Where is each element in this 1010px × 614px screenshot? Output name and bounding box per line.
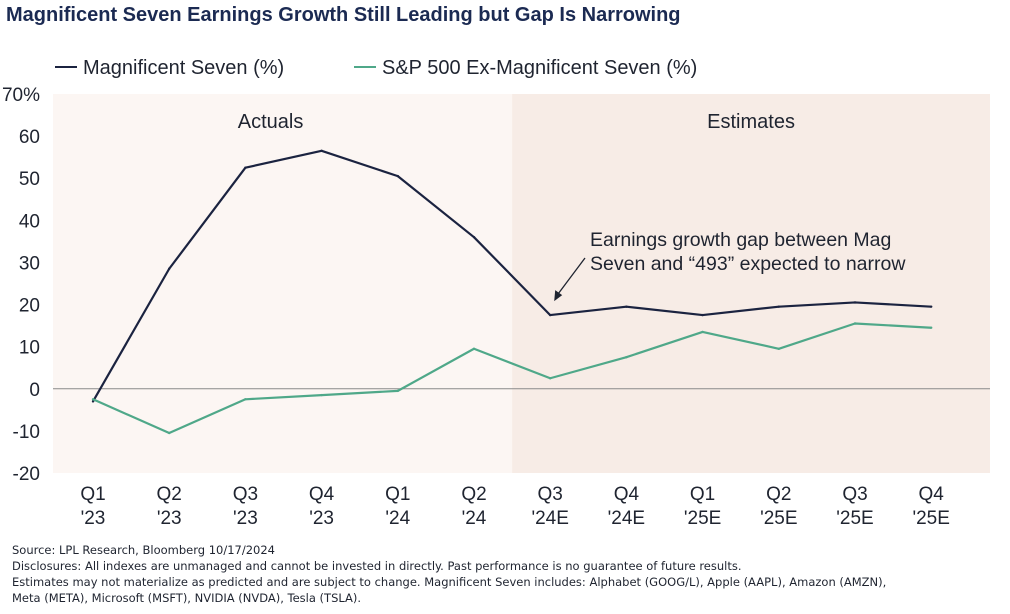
data-point-ex-mag7-4 bbox=[396, 389, 399, 393]
x-tick-label: Q1'24 bbox=[385, 484, 410, 529]
y-tick-label: 60 bbox=[19, 127, 40, 148]
region-label-actuals: Actuals bbox=[238, 111, 304, 133]
legend: Magnificent Seven (%) S&P 500 Ex-Magnific… bbox=[55, 57, 697, 79]
data-point-ex-mag7-0 bbox=[91, 398, 95, 401]
x-tick-year: '24 bbox=[385, 508, 410, 529]
y-tick-label: -10 bbox=[13, 422, 40, 443]
footnote-members: Meta (META), Microsoft (MSFT), NVIDIA (N… bbox=[12, 591, 362, 605]
x-tick-label: Q2'23 bbox=[157, 484, 182, 529]
series-line-ex-mag7 bbox=[92, 322, 932, 435]
x-tick-year: '25E bbox=[684, 508, 721, 529]
footnote-disclosures: Disclosures: All indexes are unmanaged a… bbox=[12, 559, 742, 573]
chart-title: Magnificent Seven Earnings Growth Still … bbox=[6, 4, 681, 26]
data-point-mag7-4 bbox=[396, 174, 399, 178]
x-tick-label: Q4 '24E bbox=[608, 484, 645, 529]
series-lines bbox=[91, 149, 933, 435]
line-chart: Actuals Estimates Earnings growth gap bet… bbox=[2, 57, 990, 529]
series-line-mag7 bbox=[92, 149, 932, 402]
data-point-mag7-5 bbox=[472, 235, 476, 239]
x-tick-label: Q4 '25E bbox=[912, 484, 949, 529]
data-point-ex-mag7-6 bbox=[549, 377, 552, 380]
annotation-text-line-1: Earnings growth gap between Mag bbox=[590, 229, 891, 251]
plot-background bbox=[53, 94, 990, 473]
data-point-ex-mag7-10 bbox=[853, 322, 857, 325]
x-tick-quarter: Q1 bbox=[690, 484, 715, 505]
data-point-mag7-0 bbox=[91, 400, 95, 403]
data-point-ex-mag7-2 bbox=[244, 398, 247, 401]
data-point-mag7-11 bbox=[930, 305, 933, 308]
x-tick-year: '24 bbox=[462, 508, 487, 529]
legend-label-ex-mag7: S&P 500 Ex-Magnificent Seven (%) bbox=[382, 57, 697, 79]
y-axis: 70% 60 50 40 30 20 10 0 -10 -20 bbox=[2, 85, 40, 485]
estimates-background bbox=[512, 94, 990, 473]
x-tick-label: Q1 '25E bbox=[684, 484, 721, 529]
x-tick-quarter: Q1 bbox=[80, 484, 105, 505]
y-tick-label: 0 bbox=[29, 380, 40, 401]
x-axis: Q1'23Q2'23Q3'23Q4'23Q1'24Q2'24Q3'24EQ4'2… bbox=[80, 484, 950, 529]
x-tick-quarter: Q2 bbox=[461, 484, 486, 505]
data-point-ex-mag7-3 bbox=[320, 393, 323, 397]
x-tick-year: '25E bbox=[836, 508, 873, 529]
y-tick-label: -20 bbox=[13, 464, 40, 485]
data-point-ex-mag7-8 bbox=[701, 330, 704, 334]
data-point-mag7-2 bbox=[244, 166, 247, 169]
x-tick-year: '24E bbox=[531, 508, 568, 529]
data-point-ex-mag7-1 bbox=[168, 431, 171, 435]
data-point-ex-mag7-7 bbox=[625, 355, 628, 359]
x-tick-quarter: Q4 bbox=[309, 484, 335, 505]
data-point-mag7-1 bbox=[168, 267, 171, 270]
x-tick-label: Q2'24 bbox=[461, 484, 486, 529]
x-tick-quarter: Q4 bbox=[614, 484, 640, 505]
region-label-estimates: Estimates bbox=[707, 111, 795, 133]
x-tick-quarter: Q1 bbox=[385, 484, 410, 505]
x-tick-quarter: Q3 bbox=[538, 484, 563, 505]
actuals-background bbox=[53, 94, 513, 473]
data-point-mag7-6 bbox=[549, 313, 552, 317]
x-tick-label: Q1'23 bbox=[80, 484, 105, 529]
x-tick-year: '25E bbox=[760, 508, 797, 529]
region-labels: Actuals Estimates bbox=[238, 111, 795, 133]
footnote-estimates: Estimates may not materialize as predict… bbox=[12, 575, 887, 589]
x-tick-label: Q3 '25E bbox=[836, 484, 873, 529]
data-point-mag7-8 bbox=[701, 313, 704, 317]
x-tick-quarter: Q2 bbox=[766, 484, 791, 505]
x-tick-year: '23 bbox=[81, 508, 106, 529]
data-point-ex-mag7-11 bbox=[930, 326, 933, 329]
annotation-arrow-line bbox=[556, 257, 586, 296]
y-tick-label: 30 bbox=[19, 253, 40, 274]
x-tick-year: '24E bbox=[608, 508, 645, 529]
x-tick-year: '23 bbox=[233, 508, 258, 529]
legend-label-mag7: Magnificent Seven (%) bbox=[83, 57, 284, 79]
annotation-arrow-head bbox=[554, 290, 563, 302]
data-point-ex-mag7-9 bbox=[777, 347, 780, 350]
x-tick-quarter: Q4 bbox=[919, 484, 945, 505]
x-tick-year: '23 bbox=[157, 508, 182, 529]
y-tick-label: 40 bbox=[19, 211, 40, 232]
footnote-source: Source: LPL Research, Bloomberg 10/17/20… bbox=[12, 543, 275, 557]
y-tick-label: 20 bbox=[19, 296, 40, 317]
data-point-ex-mag7-5 bbox=[472, 347, 476, 350]
x-tick-quarter: Q3 bbox=[842, 484, 867, 505]
x-tick-label: Q3 '24E bbox=[531, 484, 568, 529]
data-point-mag7-3 bbox=[320, 149, 323, 153]
x-tick-label: Q3'23 bbox=[233, 484, 258, 529]
y-tick-label: 70% bbox=[2, 85, 40, 106]
x-tick-year: '23 bbox=[309, 508, 334, 529]
y-tick-label: 10 bbox=[19, 338, 40, 359]
data-point-mag7-9 bbox=[777, 305, 780, 308]
x-tick-quarter: Q2 bbox=[157, 484, 182, 505]
x-tick-quarter: Q3 bbox=[233, 484, 258, 505]
data-point-mag7-7 bbox=[625, 305, 628, 308]
x-tick-year: '25E bbox=[912, 508, 949, 529]
x-tick-label: Q2 '25E bbox=[760, 484, 797, 529]
x-tick-label: Q4'23 bbox=[309, 484, 335, 529]
footnotes: Source: LPL Research, Bloomberg 10/17/20… bbox=[12, 542, 1002, 606]
annotation-text-line-2: Seven and “493” expected to narrow bbox=[590, 253, 906, 275]
y-tick-label: 50 bbox=[19, 169, 40, 190]
data-point-mag7-10 bbox=[853, 301, 857, 304]
